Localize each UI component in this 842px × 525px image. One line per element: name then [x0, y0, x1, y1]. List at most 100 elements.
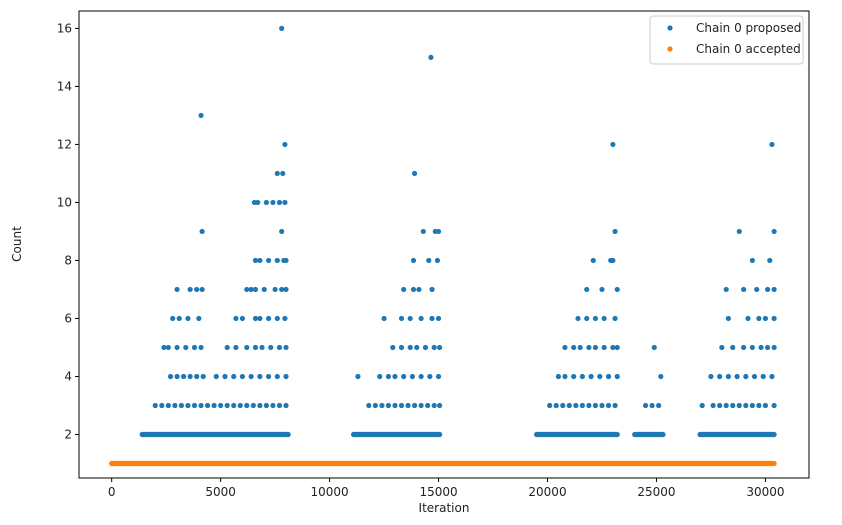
series-0-point-176 [224, 402, 230, 409]
series-0-point-58 [764, 286, 771, 293]
series-0-point-44 [261, 286, 267, 293]
series-0-point-61 [176, 315, 182, 322]
series-0-point-157 [708, 373, 714, 380]
series-0-point-201 [566, 402, 572, 409]
series-0-point-186 [366, 402, 372, 409]
series-0-point-128 [194, 373, 200, 380]
series-0-point-95 [244, 344, 250, 351]
series-0-point-80 [601, 315, 607, 322]
series-0-point-60 [170, 315, 176, 322]
series-0-point-52 [584, 286, 590, 293]
series-0-point-216 [730, 402, 736, 409]
series-0-point-104 [414, 344, 420, 351]
series-0-point-189 [385, 402, 392, 409]
series-0-point-218 [743, 402, 749, 409]
y-tick-label-5: 12 [57, 137, 72, 151]
series-0-point-209 [642, 402, 649, 409]
series-0-point-89 [174, 344, 180, 351]
series-0-point-66 [252, 315, 259, 322]
series-0-point-179 [244, 402, 250, 409]
series-0 [139, 25, 777, 438]
series-0-point-168 [172, 402, 178, 409]
series-0-point-148 [555, 373, 562, 380]
series-0-point-90 [183, 344, 189, 351]
series-0-point-221 [762, 402, 769, 409]
series-0-point-193 [411, 402, 418, 409]
series-0-point-29 [410, 257, 417, 264]
series-0-point-167 [165, 402, 171, 409]
series-0-point-40 [199, 286, 205, 293]
series-0-point-171 [191, 402, 198, 409]
series-0-point-143 [401, 373, 407, 380]
series-0-point-14 [411, 170, 418, 177]
series-0-point-31 [434, 257, 441, 264]
series-0-point-96 [252, 344, 259, 351]
series-0-point-197 [437, 402, 443, 409]
series-0-point-144 [409, 373, 416, 380]
series-0-point-134 [248, 373, 254, 380]
y-axis-label: Count [10, 226, 24, 262]
series-0-point-117 [719, 344, 725, 351]
series-0-point-149 [562, 373, 568, 380]
series-0-point-205 [592, 402, 599, 409]
series-0-point-119 [741, 344, 747, 351]
legend: Chain 0 proposed Chain 0 accepted [649, 15, 804, 65]
series-0-point-133 [239, 373, 246, 380]
series-0-point-94 [233, 344, 239, 351]
series-0-point-125 [174, 373, 180, 380]
series-0-point-127 [187, 373, 193, 380]
series-0-point-67 [257, 315, 263, 322]
series-0-point-202 [573, 402, 579, 409]
series-0-point-98 [268, 344, 274, 351]
series-0-point-13 [428, 54, 434, 61]
series-0-point-190 [392, 402, 398, 409]
series-0-point-87 [161, 344, 167, 351]
y-tick-label-7: 16 [57, 21, 72, 35]
series-0-point-137 [274, 373, 280, 380]
series-0-point-68 [265, 315, 272, 322]
series-0-point-49 [410, 286, 417, 293]
series-0-point-184 [276, 402, 283, 409]
series-0-point-72 [398, 315, 405, 322]
series-0-point-170 [185, 402, 191, 409]
series-0-point-131 [222, 373, 228, 380]
series-0-point-169 [178, 402, 185, 409]
series-0-point-78 [584, 315, 590, 322]
series-0-point-115 [614, 344, 620, 351]
series-0-point-135 [257, 373, 263, 380]
series-0-point-204 [586, 402, 592, 409]
series-0-point-28 [283, 257, 289, 264]
x-tick-label-5: 25000 [637, 485, 675, 499]
series-0-point-3 [274, 170, 280, 177]
series-0-point-99 [276, 344, 283, 351]
series-0-point-175 [218, 402, 224, 409]
series-0-point-55 [723, 286, 729, 293]
series-0-point-86 [771, 315, 777, 322]
series-0-point-185 [283, 402, 289, 409]
series-0-point-97 [259, 344, 265, 351]
series-0-point-116 [651, 344, 657, 351]
y-tick-label-0: 2 [64, 427, 72, 441]
series-0-point-75 [429, 315, 435, 322]
series-0-point-156 [658, 373, 664, 380]
series-0-point-23 [252, 257, 259, 264]
series-0-point-121 [758, 344, 764, 351]
series-0-point-36 [767, 257, 773, 264]
series-0-point-77 [575, 315, 581, 322]
series-0-point-187 [372, 402, 378, 409]
series-0-point-37 [174, 286, 180, 293]
series-0-point-191 [398, 402, 405, 409]
series-0-point-25 [265, 257, 272, 264]
series-0-point-79 [592, 315, 599, 322]
series-0-point-208 [612, 402, 618, 409]
series-0-point-0 [198, 112, 204, 119]
series-0-point-39 [194, 286, 200, 293]
series-0-point-214 [717, 402, 723, 409]
y-tick-label-3: 8 [64, 253, 72, 267]
series-0-point-65 [239, 315, 246, 322]
series-0-point-73 [407, 315, 413, 322]
series-0-point-112 [592, 344, 599, 351]
series-0-point-195 [425, 402, 431, 409]
series-0-point-74 [418, 315, 424, 322]
series-0-point-101 [390, 344, 396, 351]
